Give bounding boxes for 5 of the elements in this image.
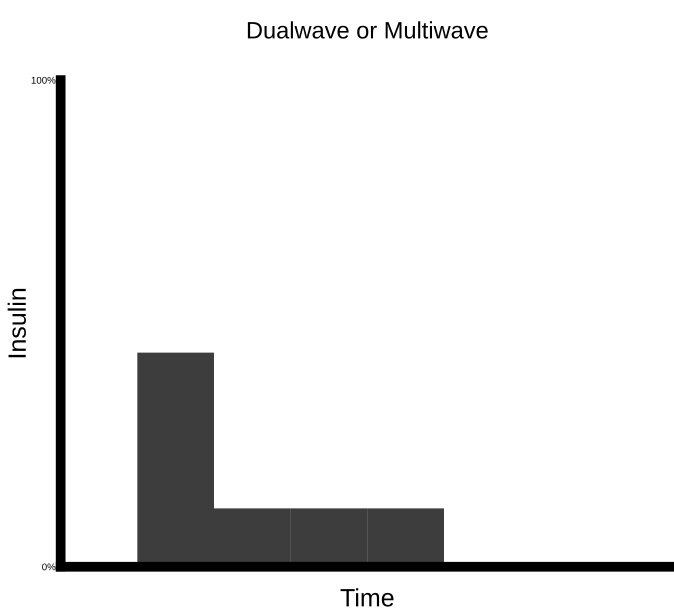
y-axis-title: Insulin <box>8 288 26 358</box>
y-tick-label: 100% <box>32 76 56 84</box>
x-axis-title: Time <box>340 588 394 607</box>
chart-title: Dualwave or Multiwave <box>248 21 488 39</box>
y-tick-label: 0% <box>42 563 56 570</box>
